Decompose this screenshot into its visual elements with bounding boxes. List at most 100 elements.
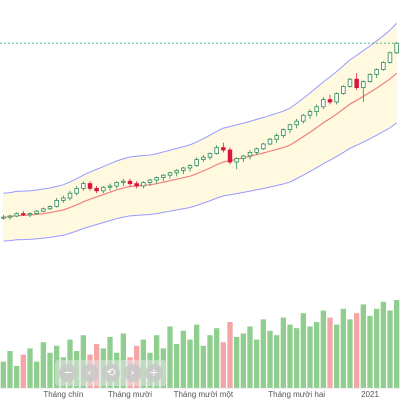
candle	[361, 81, 366, 88]
reset-zoom-button[interactable]: ⟲	[102, 364, 120, 382]
volume-bar	[314, 322, 320, 388]
x-tick-label: Tháng mười hai	[268, 390, 325, 399]
candle	[267, 138, 273, 145]
candle	[154, 177, 159, 181]
volume-bar	[320, 310, 326, 388]
volume-bar	[294, 328, 300, 388]
candle	[247, 151, 253, 157]
candle	[327, 99, 333, 103]
volume-bar	[227, 322, 233, 388]
volume-bar	[200, 345, 206, 388]
candle	[147, 179, 153, 183]
volume-bar	[287, 324, 293, 388]
volume-bar	[394, 300, 400, 388]
scroll-right-button[interactable]: ›	[123, 364, 142, 382]
candle	[307, 111, 313, 116]
candle	[314, 106, 319, 113]
candle	[187, 165, 193, 169]
volume-bar	[47, 352, 53, 388]
candle	[101, 186, 106, 192]
candle	[334, 93, 339, 103]
lower-band-line	[3, 122, 397, 242]
candle	[381, 62, 386, 71]
candle	[121, 180, 126, 183]
volume-bar	[234, 336, 240, 388]
scroll-left-button[interactable]: ‹	[80, 364, 99, 382]
volume-bar	[280, 317, 286, 388]
candle	[287, 124, 293, 131]
x-tick-label: Tháng chín	[43, 390, 83, 399]
candle	[74, 187, 79, 194]
candle	[207, 153, 213, 158]
candle	[167, 172, 173, 176]
zoom-in-button[interactable]: +	[145, 364, 163, 382]
volume-bar	[380, 301, 386, 388]
volume-bar	[374, 308, 380, 388]
candle	[174, 169, 179, 174]
candle	[274, 135, 279, 140]
volume-bar	[274, 335, 280, 388]
volume-bar	[180, 330, 186, 388]
candle	[141, 181, 146, 187]
volume-bar	[27, 348, 33, 388]
volume-bar	[194, 324, 200, 388]
volume-bar	[307, 326, 313, 388]
candle	[261, 143, 266, 150]
candle	[294, 120, 299, 126]
candle	[194, 159, 199, 167]
volume-bar	[20, 354, 26, 388]
candle	[7, 215, 13, 218]
candle	[387, 52, 393, 63]
volume-bar	[167, 326, 173, 388]
candle	[47, 205, 53, 210]
moving-average-line	[3, 72, 398, 218]
volume-bar	[220, 342, 226, 388]
candle	[27, 213, 33, 216]
volume-bar	[174, 344, 180, 388]
candle	[14, 213, 19, 217]
volume-bar	[300, 313, 306, 388]
candle	[221, 147, 226, 151]
candle	[114, 181, 119, 187]
volume-bar	[14, 366, 20, 388]
volume-bar	[334, 324, 340, 388]
zoom-out-button[interactable]: −	[59, 364, 77, 382]
candle	[321, 99, 326, 108]
candle	[394, 42, 399, 54]
candle	[281, 129, 286, 137]
volume-bar	[214, 328, 220, 388]
volume-bar	[354, 313, 360, 388]
candle	[347, 78, 353, 87]
volume-bar	[267, 330, 273, 388]
candle	[367, 74, 373, 83]
volume-bar	[0, 361, 7, 388]
candle	[374, 69, 379, 75]
candle	[127, 180, 133, 184]
candle	[181, 167, 186, 171]
candle	[41, 208, 46, 212]
zoom-controls: − ‹ ⟲ › +	[55, 360, 167, 386]
candle	[214, 147, 219, 155]
candle	[234, 157, 239, 163]
candle	[21, 213, 26, 216]
candle	[87, 183, 93, 189]
volume-bar	[254, 339, 260, 388]
volume-bar	[260, 319, 266, 388]
candle	[341, 86, 346, 95]
volume-bar	[360, 304, 366, 388]
x-tick-label: 2021	[361, 390, 379, 399]
upper-band-line	[3, 22, 398, 194]
volume-bar	[40, 342, 46, 388]
candle	[301, 114, 306, 122]
candle	[161, 174, 166, 178]
volume-bar	[367, 315, 373, 388]
volume-bar	[34, 361, 40, 388]
candle	[1, 216, 6, 219]
candle	[61, 197, 66, 201]
volume-bar	[247, 326, 253, 388]
candle	[34, 210, 39, 214]
candle	[54, 199, 59, 207]
volume-bar	[327, 317, 333, 388]
candle	[107, 185, 113, 188]
